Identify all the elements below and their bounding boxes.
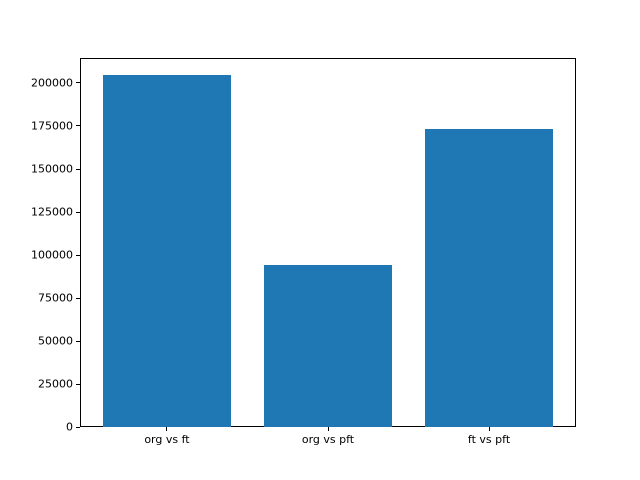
y-tick-label: 150000 xyxy=(31,162,73,176)
x-tick-mark xyxy=(166,427,168,432)
y-tick-mark xyxy=(76,254,80,256)
y-tick-mark xyxy=(76,168,80,170)
x-tick-label: org vs pft xyxy=(301,433,355,447)
y-tick-mark xyxy=(76,383,80,385)
y-tick-mark xyxy=(76,125,80,127)
y-tick-mark xyxy=(76,426,80,428)
x-tick-mark xyxy=(327,427,329,432)
y-tick-label: 25000 xyxy=(38,377,73,391)
y-tick-label: 175000 xyxy=(31,119,73,133)
y-tick-label: 200000 xyxy=(31,76,73,90)
y-tick-mark xyxy=(76,340,80,342)
y-tick-label: 50000 xyxy=(38,334,73,348)
y-tick-label: 75000 xyxy=(38,291,73,305)
y-tick-mark xyxy=(76,211,80,213)
y-tick-label: 0 xyxy=(66,420,73,434)
x-tick-mark xyxy=(488,427,490,432)
y-tick-mark xyxy=(76,297,80,299)
y-tick-mark xyxy=(76,82,80,84)
y-tick-label: 100000 xyxy=(31,248,73,262)
bar-org-vs-pft xyxy=(263,264,393,428)
x-tick-label: ft vs pft xyxy=(467,433,511,447)
bar-ft-vs-pft xyxy=(424,129,554,428)
x-tick-label: org vs ft xyxy=(144,433,190,447)
bar-org-vs-ft xyxy=(102,75,232,428)
y-tick-label: 125000 xyxy=(31,205,73,219)
